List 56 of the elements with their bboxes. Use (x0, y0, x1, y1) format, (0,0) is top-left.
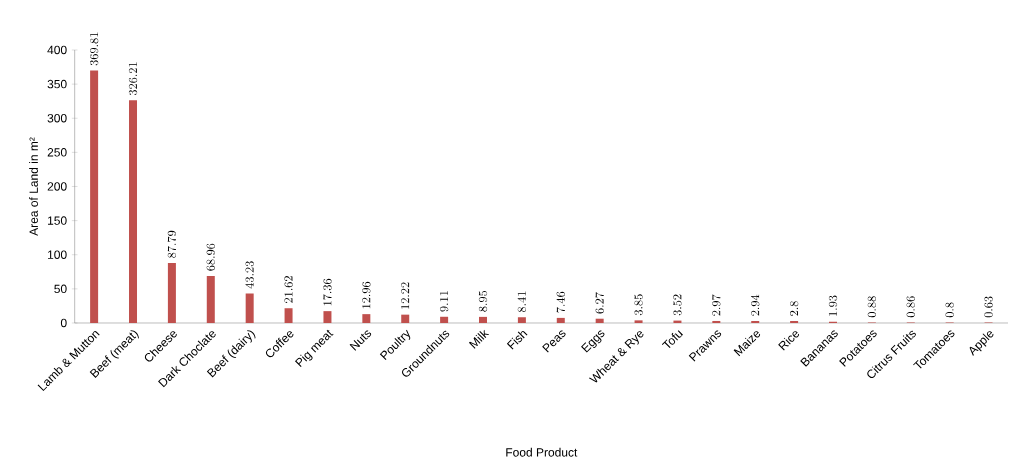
bar (634, 320, 643, 323)
data-label: 0.63 (984, 296, 993, 318)
y-tick-label: 100 (48, 250, 67, 259)
bar (284, 308, 293, 323)
data-label: 3.85 (634, 294, 643, 316)
y-tick-label: 400 (47, 45, 67, 55)
data-label: 0.8 (945, 302, 954, 318)
data-label: 6.27 (595, 292, 604, 314)
data-label: 87.79 (167, 230, 177, 258)
x-axis-title: Food Product (506, 447, 578, 457)
bar (245, 293, 254, 323)
data-label: 3.52 (673, 294, 682, 316)
bar (595, 318, 604, 323)
data-label: 43.23 (245, 261, 254, 289)
data-label: 0.88 (867, 296, 877, 318)
bar (362, 314, 371, 323)
data-label: 17.36 (323, 278, 332, 306)
data-label: 369.81 (90, 32, 99, 66)
data-label: 12.22 (401, 282, 410, 309)
data-label: 2.97 (712, 294, 721, 316)
y-tick-label: 350 (47, 79, 67, 89)
data-label: 12.96 (362, 281, 371, 309)
bar (712, 320, 721, 323)
y-tick-label: 250 (47, 148, 67, 157)
bar (206, 275, 215, 323)
y-tick-label: 50 (54, 284, 67, 294)
bar (751, 320, 760, 323)
bar (167, 263, 176, 323)
x-tick-label: Fish (506, 330, 528, 350)
x-tick-label: Rice (778, 331, 799, 351)
x-tick-label: Tofu (661, 330, 684, 349)
y-tick-label: 300 (47, 113, 67, 123)
bar (517, 317, 526, 323)
data-label: 68.96 (206, 243, 215, 271)
bar (323, 311, 332, 323)
data-label: 0.86 (906, 296, 915, 318)
y-tick-label: 0 (60, 318, 67, 328)
data-label: 7.46 (556, 291, 565, 313)
data-label: 9. 11 (439, 291, 449, 312)
data-label: 2.8 (789, 301, 799, 316)
y-tick-label: 200 (47, 182, 67, 191)
bar (129, 100, 138, 323)
data-label: 8.95 (478, 290, 488, 312)
bar (90, 70, 99, 323)
data-label: 8.41 (517, 291, 527, 313)
bar (440, 316, 449, 323)
data-label: 1 .93 (828, 295, 838, 316)
bar (479, 316, 487, 323)
y-tick-label: 150 (48, 216, 67, 225)
y-axis-title: Area of Land in m² (29, 137, 38, 236)
bar (556, 317, 565, 323)
bar (401, 314, 410, 323)
data-label: 2.94 (750, 294, 760, 316)
data-label: 326.21 (128, 62, 138, 96)
x-tick-label: Milk (468, 329, 490, 349)
data-label: 21 .62 (284, 276, 293, 303)
